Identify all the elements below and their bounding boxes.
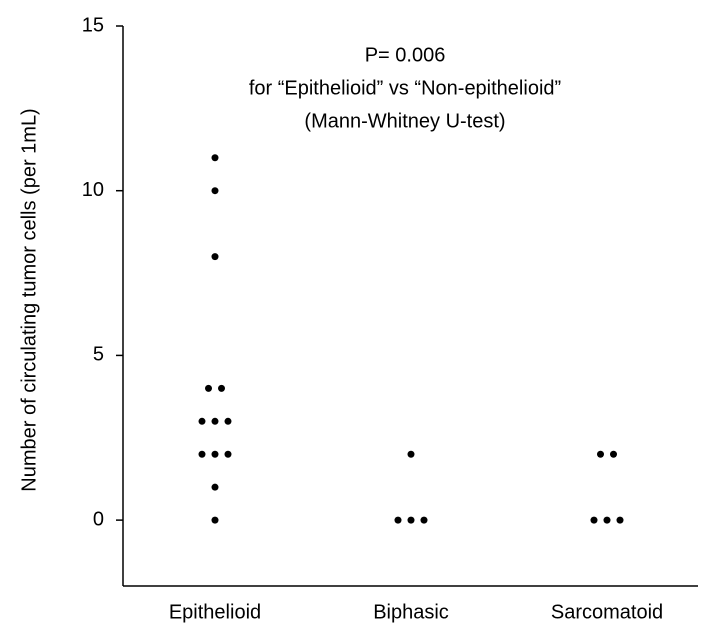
dot bbox=[211, 253, 219, 261]
dot bbox=[211, 450, 219, 458]
y-tick-label: 0 bbox=[93, 508, 104, 530]
dot bbox=[616, 516, 624, 524]
dot bbox=[211, 187, 219, 195]
dot bbox=[603, 516, 611, 524]
dot bbox=[218, 384, 225, 392]
y-tick-label: 15 bbox=[82, 14, 104, 36]
y-tick-label: 5 bbox=[93, 344, 104, 366]
dot bbox=[224, 450, 232, 458]
x-tick-label: Epithelioid bbox=[169, 601, 261, 623]
dot bbox=[198, 450, 206, 458]
dot bbox=[211, 516, 219, 524]
dot bbox=[394, 516, 402, 524]
dot bbox=[407, 450, 415, 458]
x-tick-label: Biphasic bbox=[373, 601, 449, 623]
dot bbox=[205, 384, 212, 392]
dot bbox=[610, 450, 617, 458]
dot bbox=[211, 417, 219, 425]
dot bbox=[198, 417, 206, 425]
dot bbox=[224, 417, 232, 425]
dot bbox=[211, 154, 219, 162]
dot bbox=[420, 516, 428, 524]
y-axis-label: Number of circulating tumor cells (per 1… bbox=[18, 108, 40, 491]
annotation: for “Epithelioid” vs “Non-epithelioid” bbox=[249, 77, 561, 99]
dot bbox=[211, 483, 219, 491]
annotation: (Mann-Whitney U-test) bbox=[304, 110, 505, 132]
y-tick-label: 10 bbox=[82, 179, 104, 201]
dot bbox=[407, 516, 415, 524]
dot bbox=[597, 450, 604, 458]
x-tick-label: Sarcomatoid bbox=[551, 601, 663, 623]
dot bbox=[590, 516, 598, 524]
annotation: P= 0.006 bbox=[365, 44, 446, 66]
